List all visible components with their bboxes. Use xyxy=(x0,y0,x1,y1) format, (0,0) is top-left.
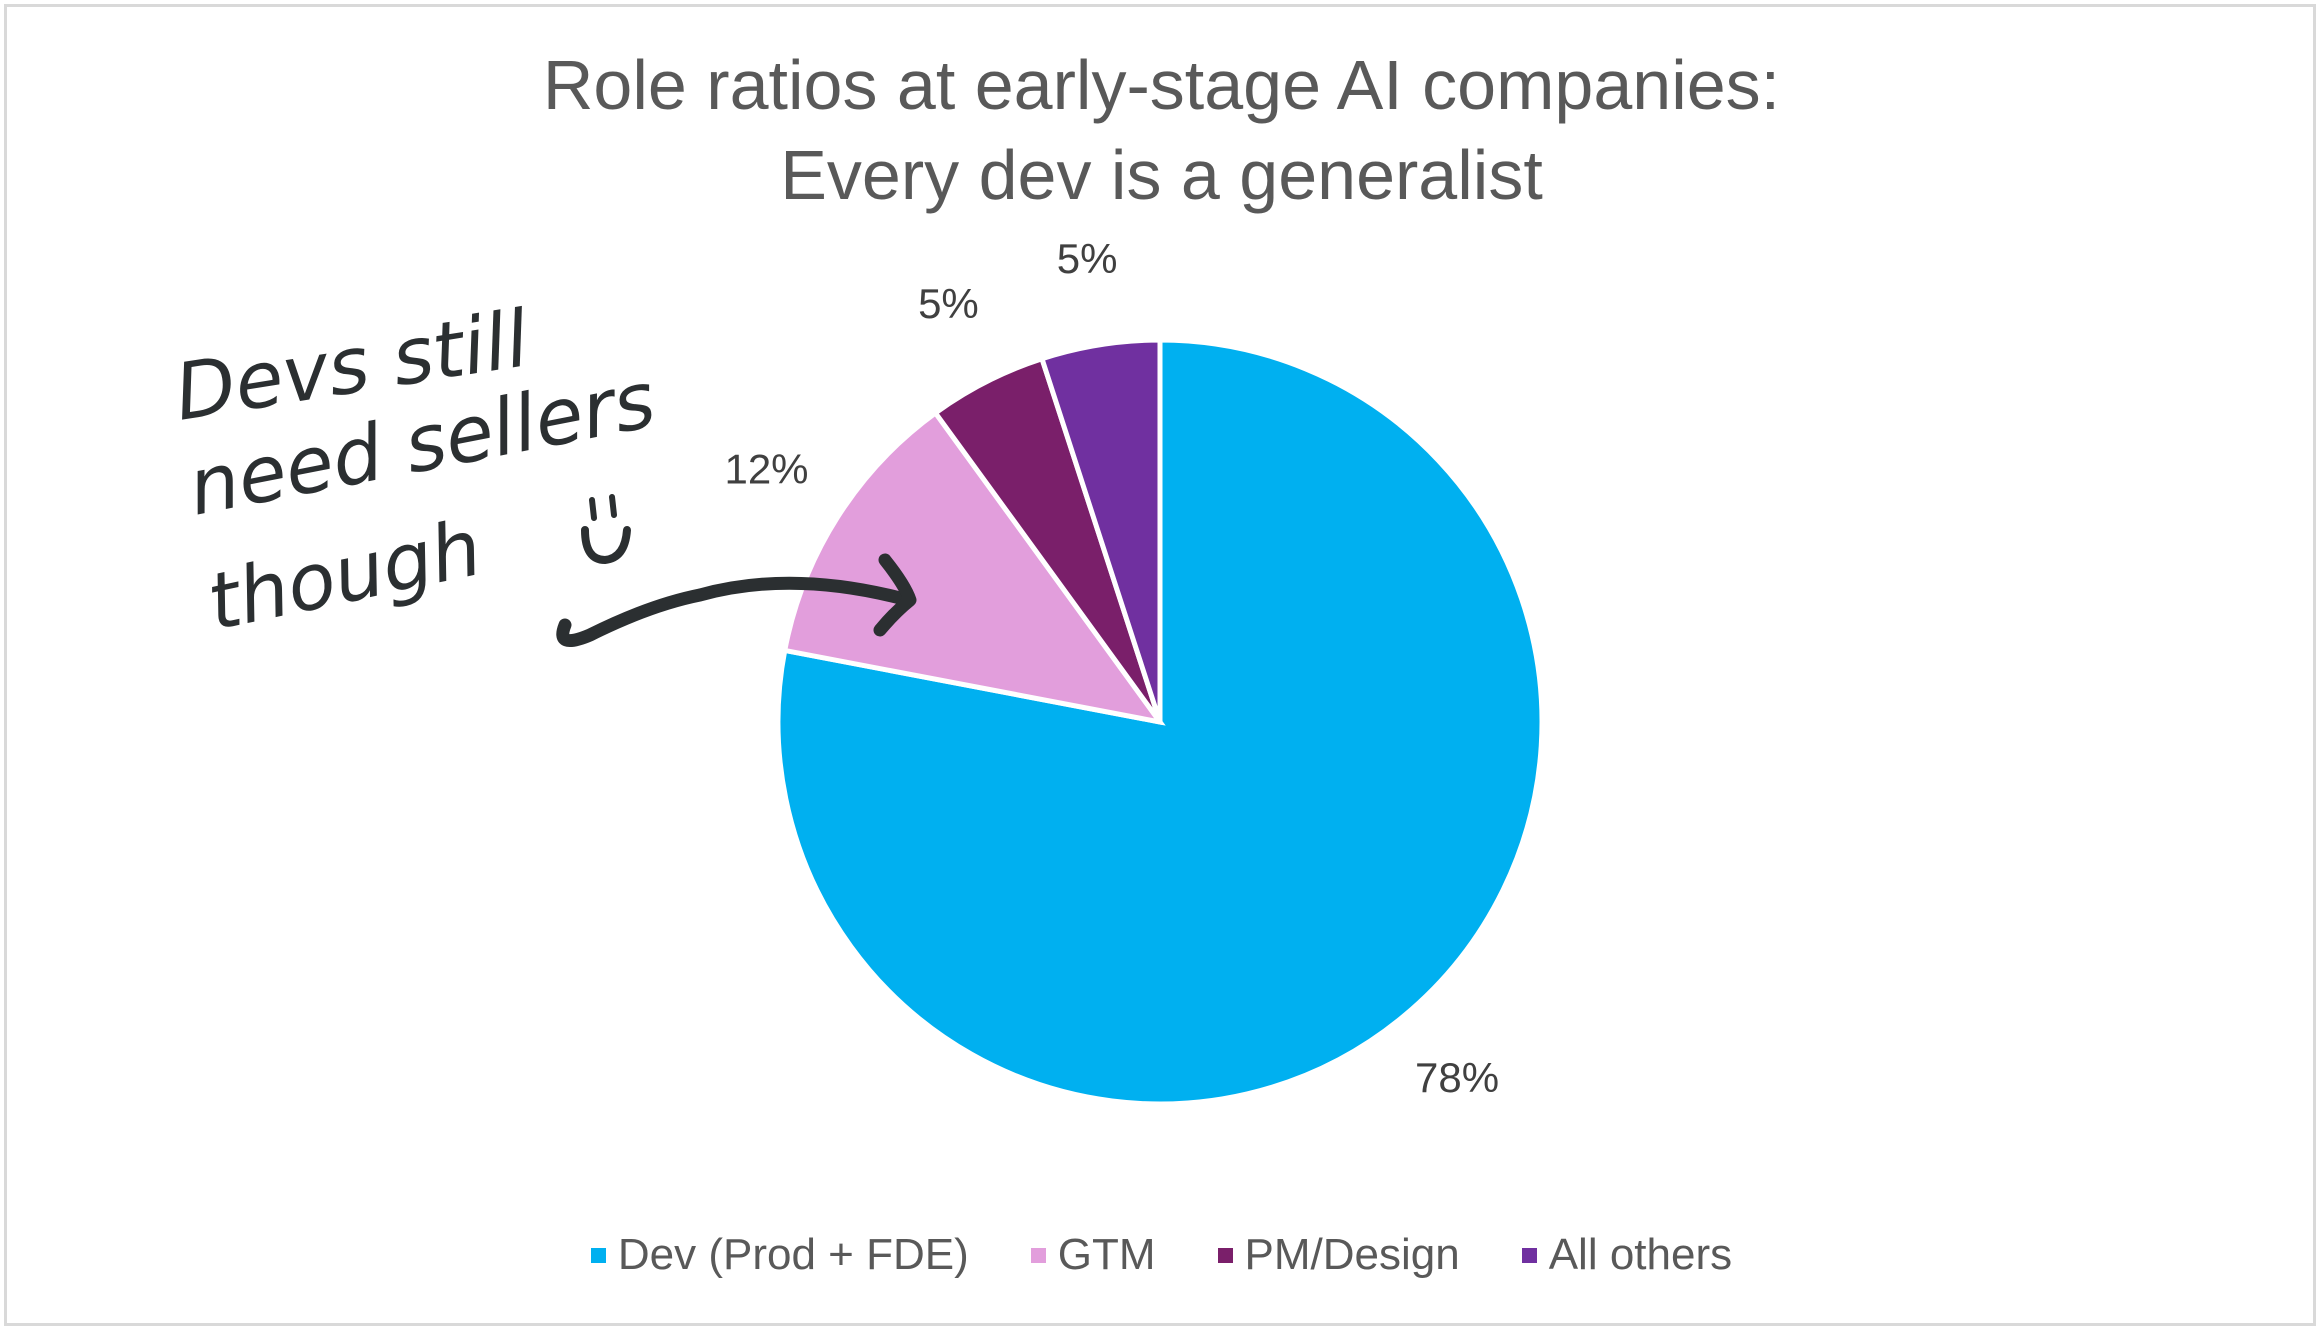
legend-label: All others xyxy=(1548,1230,1733,1279)
data-label-3: 5% xyxy=(1057,235,1118,282)
data-label-1: 12% xyxy=(724,445,808,492)
pie-slice-1 xyxy=(781,409,1166,726)
legend-item: GTM xyxy=(1030,1230,1156,1280)
arrow-icon xyxy=(556,553,917,648)
chart-frame xyxy=(4,4,2316,1326)
legend-swatch xyxy=(1521,1247,1537,1263)
annotation-line-3: though xyxy=(200,503,489,648)
legend-item: PM/Design xyxy=(1217,1230,1460,1280)
data-label-2: 5% xyxy=(918,280,979,327)
legend-swatch xyxy=(1030,1247,1046,1263)
data-label-0: 78% xyxy=(1415,1054,1499,1101)
pie-slice-3 xyxy=(1038,337,1163,723)
legend-item: Dev (Prod + FDE) xyxy=(590,1230,969,1280)
legend-swatch xyxy=(590,1247,606,1263)
chart-legend: Dev (Prod + FDE) GTM PM/Design All others xyxy=(0,1230,2323,1280)
legend-label: PM/Design xyxy=(1244,1230,1460,1279)
legend-label: Dev (Prod + FDE) xyxy=(617,1230,969,1279)
legend-item: All others xyxy=(1521,1230,1733,1280)
chart-title-line-2: Every dev is a generalist xyxy=(780,136,1543,214)
legend-label: GTM xyxy=(1057,1230,1156,1279)
chart-title-line-1: Role ratios at early-stage AI companies: xyxy=(542,46,1781,124)
legend-swatch xyxy=(1217,1247,1233,1263)
smiley-icon xyxy=(581,494,631,565)
